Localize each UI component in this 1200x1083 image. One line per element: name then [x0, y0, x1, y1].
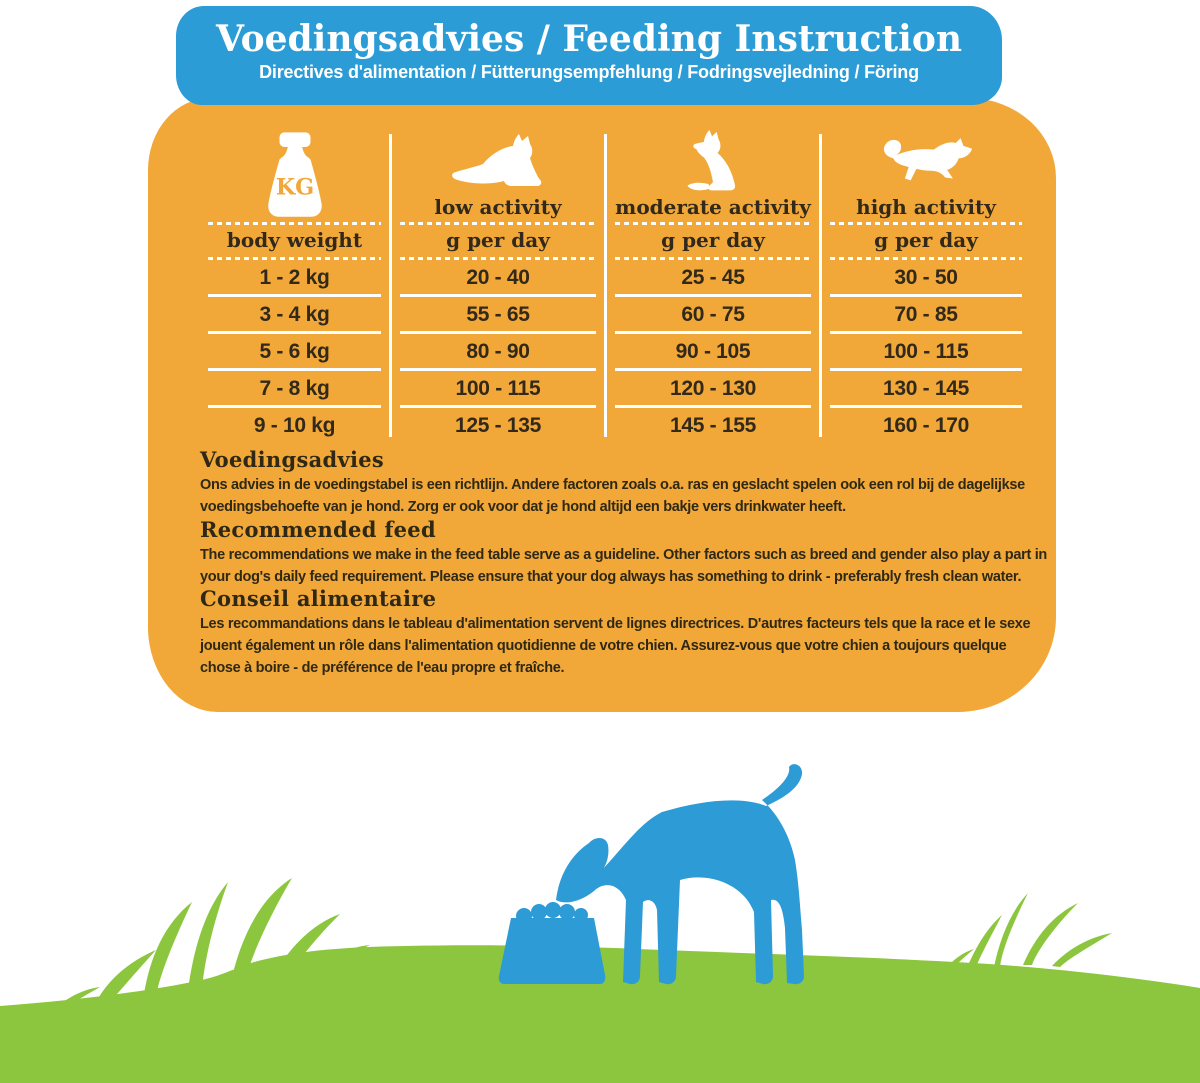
separator-line: [615, 331, 811, 334]
cell-value: 160 - 170: [882, 414, 970, 437]
column-subtitle: g per day: [874, 228, 978, 252]
separator-line: [208, 331, 381, 334]
section-heading-french: Conseil alimentaire: [200, 586, 437, 611]
section-paragraph-dutch: Ons advies in de voedingstabel is een ri…: [200, 477, 1025, 515]
separator-line: [615, 405, 811, 408]
weight-kg-icon: KG: [200, 128, 389, 220]
cell-value: 55 - 65: [466, 303, 530, 326]
cell-value: 100 - 115: [883, 340, 969, 363]
column-body-weight: KG body weight 1 - 2 kg 3 - 4 kg 5 - 6 k…: [200, 128, 389, 444]
cell-value: 70 - 85: [894, 303, 958, 326]
column-divider: [819, 134, 822, 437]
separator-line: [615, 257, 811, 260]
separator-line: [400, 294, 596, 297]
separator-line: [208, 405, 381, 408]
cell-value: 20 - 40: [466, 266, 530, 289]
separator-line: [830, 368, 1022, 371]
separator-line: [208, 222, 381, 225]
dog-sitting-icon: [607, 128, 819, 194]
dog-eating-illustration: [556, 764, 804, 985]
cell-value: 145 - 155: [669, 414, 757, 437]
bottom-illustration: [0, 764, 1200, 1083]
column-divider: [389, 134, 392, 437]
cell-value: 30 - 50: [894, 266, 958, 289]
separator-line: [830, 222, 1022, 225]
page-subtitle: Directives d'alimentation / Fütterungsem…: [259, 62, 919, 82]
activity-label: low activity: [434, 195, 562, 219]
cell-value: 125 - 135: [454, 414, 542, 437]
kg-unit-text: KG: [275, 174, 313, 200]
separator-line: [400, 257, 596, 260]
column-subtitle: g per day: [661, 228, 765, 252]
activity-label: moderate activity: [615, 195, 811, 219]
separator-line: [615, 368, 811, 371]
separator-line: [615, 294, 811, 297]
food-bowl: [498, 902, 606, 984]
page-title: Voedingsadvies / Feeding Instruction: [215, 18, 963, 60]
separator-line: [400, 222, 596, 225]
column-divider: [604, 134, 607, 437]
column-moderate-activity: moderate activity g per day 25 - 45 60 -…: [607, 128, 819, 444]
separator-line: [208, 257, 381, 260]
section-heading-english: Recommended feed: [200, 517, 436, 542]
cell-value: 100 - 115: [455, 377, 541, 400]
cell-value: 80 - 90: [466, 340, 530, 363]
column-subtitle: g per day: [446, 228, 550, 252]
separator-line: [400, 368, 596, 371]
cell-value: 1 - 2 kg: [259, 266, 330, 289]
grass-tuft-right: [942, 893, 1112, 976]
cell-value: 9 - 10 kg: [253, 414, 336, 437]
cell-value: 90 - 105: [675, 340, 751, 363]
column-subtitle: body weight: [226, 228, 363, 252]
cell-value: 130 - 145: [882, 377, 970, 400]
separator-line: [208, 294, 381, 297]
dog-lying-icon: [392, 128, 604, 194]
section-paragraph-french: Les recommandations dans le tableau d'al…: [200, 616, 1031, 676]
section-paragraph-english: The recommendations we make in the feed …: [200, 547, 1047, 585]
header-banner: Voedingsadvies / Feeding Instruction Dir…: [176, 6, 1002, 105]
section-heading-dutch: Voedingsadvies: [200, 447, 385, 472]
separator-line: [400, 405, 596, 408]
separator-line: [830, 405, 1022, 408]
separator-line: [615, 222, 811, 225]
cell-value: 60 - 75: [681, 303, 745, 326]
column-low-activity: low activity g per day 20 - 40 55 - 65 8…: [392, 128, 604, 444]
cell-value: 120 - 130: [669, 377, 757, 400]
cell-value: 5 - 6 kg: [259, 340, 330, 363]
cell-value: 3 - 4 kg: [259, 303, 330, 326]
separator-line: [830, 331, 1022, 334]
column-high-activity: high activity g per day 30 - 50 70 - 85 …: [822, 128, 1030, 444]
feeding-table: KG body weight 1 - 2 kg 3 - 4 kg 5 - 6 k…: [200, 128, 1030, 444]
separator-line: [208, 368, 381, 371]
cell-value: 7 - 8 kg: [259, 377, 330, 400]
activity-label: high activity: [856, 195, 996, 219]
separator-line: [830, 257, 1022, 260]
cell-value: 25 - 45: [681, 266, 745, 289]
separator-line: [830, 294, 1022, 297]
separator-line: [400, 331, 596, 334]
grass-hill: [0, 878, 1200, 1083]
grass-tuft-left: [58, 878, 370, 1008]
dog-leaping-icon: [822, 128, 1030, 194]
